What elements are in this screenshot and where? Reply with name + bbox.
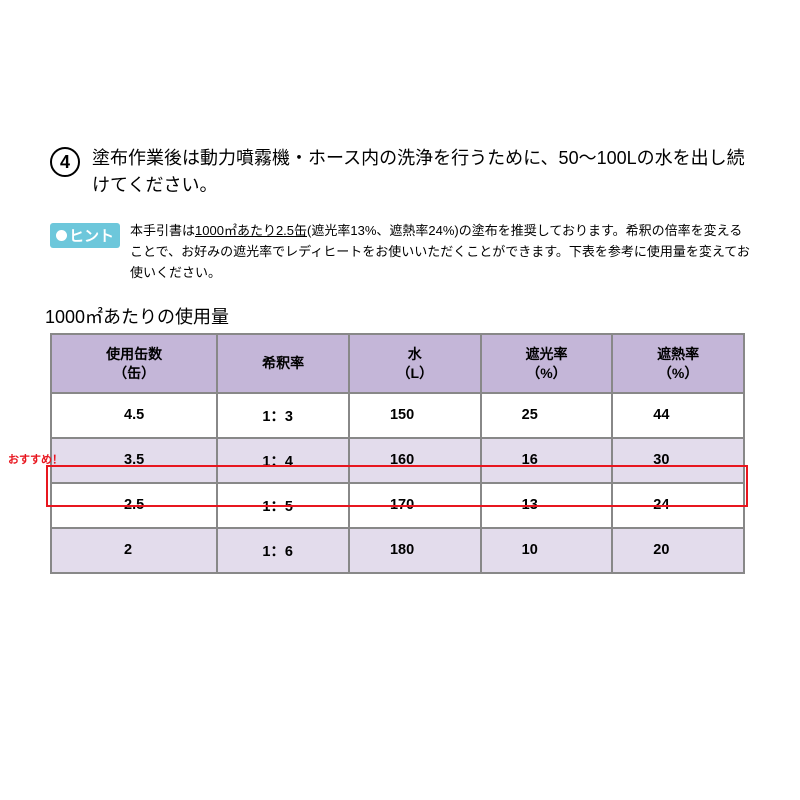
table-row: 21：61801020 <box>51 528 744 573</box>
col-header-l2: （%） <box>658 365 698 381</box>
table-row: 2.51：51701324 <box>51 483 744 528</box>
recommend-label: おすすめ！ <box>8 451 63 467</box>
col-header-water: 水 （L） <box>349 334 481 392</box>
table-cell: 180 <box>349 528 481 573</box>
hint-text: 本手引書は1000㎡あたり2.5缶(遮光率13%、遮熱率24%)の塗布を推奨して… <box>130 221 750 283</box>
hint-badge: ヒント <box>50 223 120 248</box>
table-cell: 10 <box>481 528 613 573</box>
table-cell: 25 <box>481 393 613 438</box>
table-cell: 30 <box>612 438 744 483</box>
col-header-shading: 遮光率 （%） <box>481 334 613 392</box>
table-cell: 24 <box>612 483 744 528</box>
table-title: 1000㎡あたりの使用量 <box>45 303 750 329</box>
col-header-l1: 希釈率 <box>262 355 304 371</box>
table-cell: 2.5 <box>51 483 217 528</box>
usage-table: 使用缶数 （缶） 希釈率 水 （L） 遮光率 （%） 遮 <box>50 333 745 573</box>
table-cell: 150 <box>349 393 481 438</box>
table-cell: 1：4 <box>217 438 349 483</box>
col-header-cans: 使用缶数 （缶） <box>51 334 217 392</box>
hint-badge-label: ヒント <box>69 225 114 246</box>
table-cell: 160 <box>349 438 481 483</box>
step-text: 塗布作業後は動力噴霧機・ホース内の洗浄を行うために、50〜100Lの水を出し続け… <box>92 145 750 199</box>
col-header-dilution: 希釈率 <box>217 334 349 392</box>
table-cell: 13 <box>481 483 613 528</box>
col-header-l2: （缶） <box>113 365 155 381</box>
table-cell: 16 <box>481 438 613 483</box>
col-header-l2: （%） <box>526 365 566 381</box>
table-cell: 2 <box>51 528 217 573</box>
col-header-l1: 遮熱率 <box>657 346 699 362</box>
table-cell: 1：5 <box>217 483 349 528</box>
table-row: 4.51：31502544 <box>51 393 744 438</box>
col-header-l1: 水 <box>408 346 422 362</box>
table-cell: 44 <box>612 393 744 438</box>
table-cell: 4.5 <box>51 393 217 438</box>
table-body: 4.51：315025443.51：416016302.51：517013242… <box>51 393 744 573</box>
table-cell: 3.5 <box>51 438 217 483</box>
table-cell: 1：3 <box>217 393 349 438</box>
hint-badge-dot-icon <box>56 230 67 241</box>
table-wrap: 使用缶数 （缶） 希釈率 水 （L） 遮光率 （%） 遮 <box>50 333 750 573</box>
step-number-circle: 4 <box>50 147 80 177</box>
col-header-l1: 使用缶数 <box>106 346 162 362</box>
table-row: 3.51：41601630 <box>51 438 744 483</box>
step-row: 4 塗布作業後は動力噴霧機・ホース内の洗浄を行うために、50〜100Lの水を出し… <box>50 145 750 199</box>
hint-row: ヒント 本手引書は1000㎡あたり2.5缶(遮光率13%、遮熱率24%)の塗布を… <box>50 221 750 283</box>
table-cell: 20 <box>612 528 744 573</box>
table-header-row: 使用缶数 （缶） 希釈率 水 （L） 遮光率 （%） 遮 <box>51 334 744 392</box>
col-header-heatshield: 遮熱率 （%） <box>612 334 744 392</box>
table-cell: 1：6 <box>217 528 349 573</box>
step-number: 4 <box>60 152 70 173</box>
col-header-l1: 遮光率 <box>525 346 567 362</box>
hint-underline: 1000㎡あたり2.5缶 <box>195 223 307 238</box>
col-header-l2: （L） <box>397 365 434 381</box>
table-cell: 170 <box>349 483 481 528</box>
hint-pre: 本手引書は <box>130 223 195 238</box>
